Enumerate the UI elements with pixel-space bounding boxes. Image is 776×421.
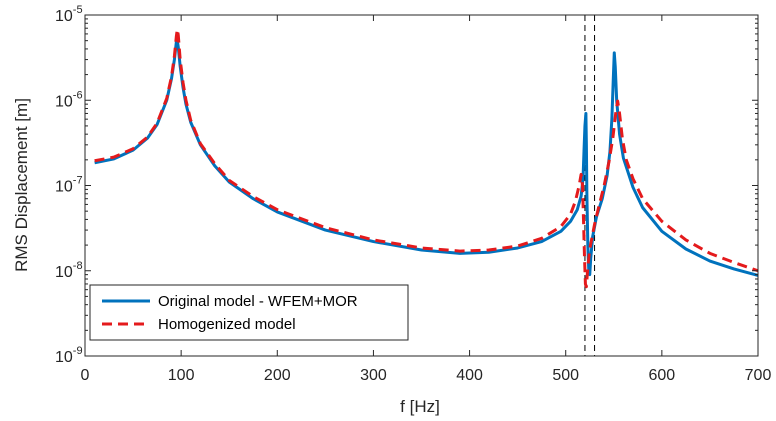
x-tick-label: 700	[745, 367, 772, 384]
x-tick-labels: 0 100 200 300 400 500 600 700	[81, 367, 772, 384]
x-axis-label: f [Hz]	[400, 397, 440, 416]
y-tick-label: 10-9	[55, 345, 83, 366]
x-tick-label: 0	[81, 367, 90, 384]
x-tick-label: 200	[264, 367, 291, 384]
series-line-original	[94, 39, 759, 277]
axes	[84, 14, 759, 357]
x-tick-label: 300	[360, 367, 387, 384]
y-tick-label: 10-7	[55, 175, 83, 196]
y-tick-label: 10-8	[55, 260, 83, 281]
y-tick-label: 10-6	[55, 89, 83, 110]
series-group	[94, 27, 759, 289]
y-axis-label: RMS Displacement [m]	[12, 98, 31, 272]
y-tick-labels: 10-9 10-8 10-7 10-6 10-5	[55, 4, 83, 366]
x-tick-label: 100	[168, 367, 195, 384]
series-line-homogenized	[94, 27, 759, 289]
y-tick-label: 10-5	[55, 4, 83, 25]
x-tick-label: 400	[456, 367, 483, 384]
x-tick-label: 500	[552, 367, 579, 384]
x-tick-label: 600	[649, 367, 676, 384]
legend: Original model - WFEM+MOR Homogenized mod…	[89, 284, 409, 341]
legend-box	[89, 284, 409, 341]
reference-lines	[584, 15, 596, 356]
legend-entry: Original model - WFEM+MOR	[158, 293, 358, 310]
legend-entry: Homogenized model	[158, 316, 296, 333]
